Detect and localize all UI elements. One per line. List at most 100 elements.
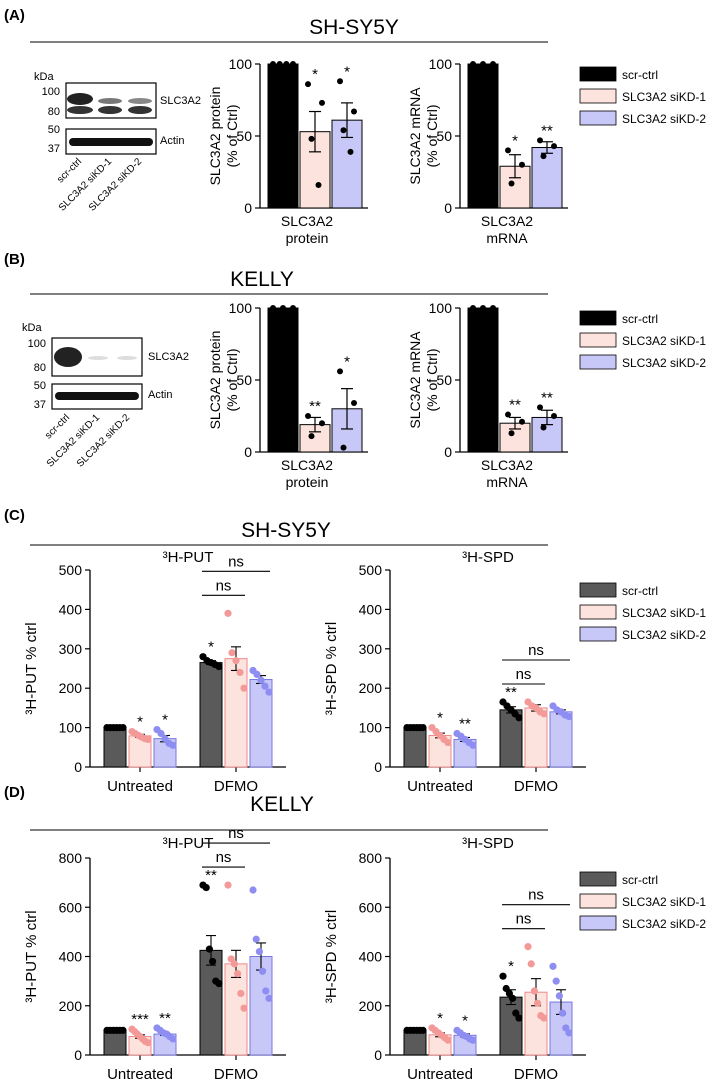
data-point — [262, 987, 270, 995]
data-point — [340, 127, 347, 134]
chart-title: ³H-SPD — [462, 549, 514, 566]
data-point — [537, 137, 543, 144]
chart-title: ³H-PUT — [163, 835, 214, 852]
blot-band — [67, 93, 93, 105]
panel-label-d: (D) — [4, 784, 25, 801]
y-tick-label: 100 — [229, 300, 253, 316]
y-tick-label: 600 — [59, 899, 83, 915]
data-point — [551, 143, 557, 150]
significance-marker: ** — [205, 867, 217, 884]
legend-label: SLC3A2 siKD-1 — [622, 895, 706, 909]
comparison-label: ns — [528, 887, 544, 904]
data-point — [527, 960, 535, 968]
data-point — [508, 430, 515, 437]
significance-marker: ** — [509, 397, 521, 414]
data-point — [444, 1036, 452, 1044]
data-point — [119, 1026, 127, 1034]
data-point — [308, 433, 315, 440]
data-point — [347, 148, 354, 155]
blot-band — [54, 347, 82, 367]
data-point — [234, 970, 242, 978]
panel-title-c: SH-SY5Y — [241, 519, 331, 542]
significance-marker: ** — [541, 389, 553, 406]
bar — [103, 727, 127, 768]
x-axis-label: SLC3A2 — [481, 213, 533, 229]
bar — [199, 949, 223, 1056]
legend-swatch — [579, 582, 617, 598]
y-tick-label: 200 — [59, 998, 83, 1014]
legend-label: SLC3A2 siKD-1 — [622, 334, 706, 348]
data-point — [540, 424, 547, 431]
y-tick-label: 0 — [244, 200, 252, 216]
data-point — [252, 935, 260, 943]
data-point — [419, 724, 427, 732]
data-point — [308, 135, 315, 142]
bar — [403, 727, 427, 768]
chart-d-put: ³H-PUT 0 200 400 600 800 ³H-PUT % ctrl Untreate… — [23, 825, 286, 1083]
data-point — [480, 305, 486, 311]
x-tick-label: Untreated — [407, 778, 473, 795]
western-blot-b: kDa 100 80 50 37 SLC3A2 Actin scr-ctrl S… — [22, 322, 189, 470]
data-point — [161, 735, 169, 743]
data-point — [565, 1029, 573, 1037]
x-tick-label: Untreated — [107, 778, 173, 795]
legend-swatch — [579, 110, 617, 126]
data-point — [215, 979, 223, 988]
blot-band — [88, 356, 108, 360]
data-point — [565, 712, 573, 721]
legend-label: scr-ctrl — [622, 312, 658, 326]
data-point — [205, 945, 213, 953]
significance-marker: * — [508, 958, 514, 975]
data-point — [337, 368, 343, 375]
x-axis-label: protein — [286, 474, 329, 490]
significance-marker: * — [437, 710, 443, 727]
panel-title-d: KELLY — [250, 793, 314, 816]
data-point — [270, 305, 276, 311]
data-point — [515, 714, 523, 722]
bar — [267, 63, 299, 209]
significance-marker: * — [462, 1012, 468, 1029]
blot-marker: 100 — [28, 338, 46, 350]
y-tick-label: 300 — [59, 641, 83, 657]
blot-marker: 37 — [34, 399, 46, 411]
comparison-label: ns — [216, 849, 232, 866]
y-tick-label: 200 — [59, 680, 83, 696]
data-point — [319, 99, 325, 106]
y-tick-label: 0 — [374, 1047, 382, 1063]
data-point — [505, 147, 511, 154]
y-tick-label: 500 — [59, 562, 83, 578]
significance-marker: * — [137, 714, 143, 731]
data-point — [270, 61, 276, 67]
data-point — [519, 161, 525, 168]
panel-label-a: (A) — [4, 7, 25, 24]
y-axis-label: SLC3A2 mRNA — [407, 87, 423, 185]
legend-label: SLC3A2 siKD-2 — [622, 356, 706, 370]
y-axis-label: SLC3A2 protein — [207, 331, 223, 430]
legend-label: scr-ctrl — [622, 68, 658, 82]
data-point — [540, 1014, 548, 1022]
data-point — [255, 947, 263, 956]
bar — [199, 662, 223, 768]
y-axis-label: (% of Ctrl) — [224, 105, 240, 168]
bar — [403, 1029, 427, 1056]
legend-label: SLC3A2 siKD-1 — [622, 90, 706, 104]
bar — [467, 307, 499, 453]
x-axis-label: mRNA — [486, 474, 528, 490]
y-axis-label: (% of Ctrl) — [224, 349, 240, 412]
x-tick-label: Untreated — [407, 1066, 473, 1083]
blot-band-label: Actin — [160, 135, 184, 147]
data-point — [555, 992, 564, 1000]
data-point — [524, 943, 532, 951]
y-tick-label: 0 — [444, 444, 452, 460]
y-tick-label: 200 — [359, 680, 383, 696]
significance-marker: * — [344, 63, 350, 80]
data-point — [490, 305, 496, 311]
legend-label: scr-ctrl — [622, 584, 658, 598]
western-blot-a: kDa 100 80 50 37 SLC3A2 Actin scr-ctrl S… — [34, 71, 201, 214]
data-point — [236, 668, 244, 677]
data-point — [157, 729, 165, 738]
blot-lane-label: SLC3A2 siKD-1 — [45, 412, 103, 470]
data-point — [508, 994, 517, 1002]
data-point — [240, 1004, 248, 1012]
data-point — [290, 61, 296, 67]
